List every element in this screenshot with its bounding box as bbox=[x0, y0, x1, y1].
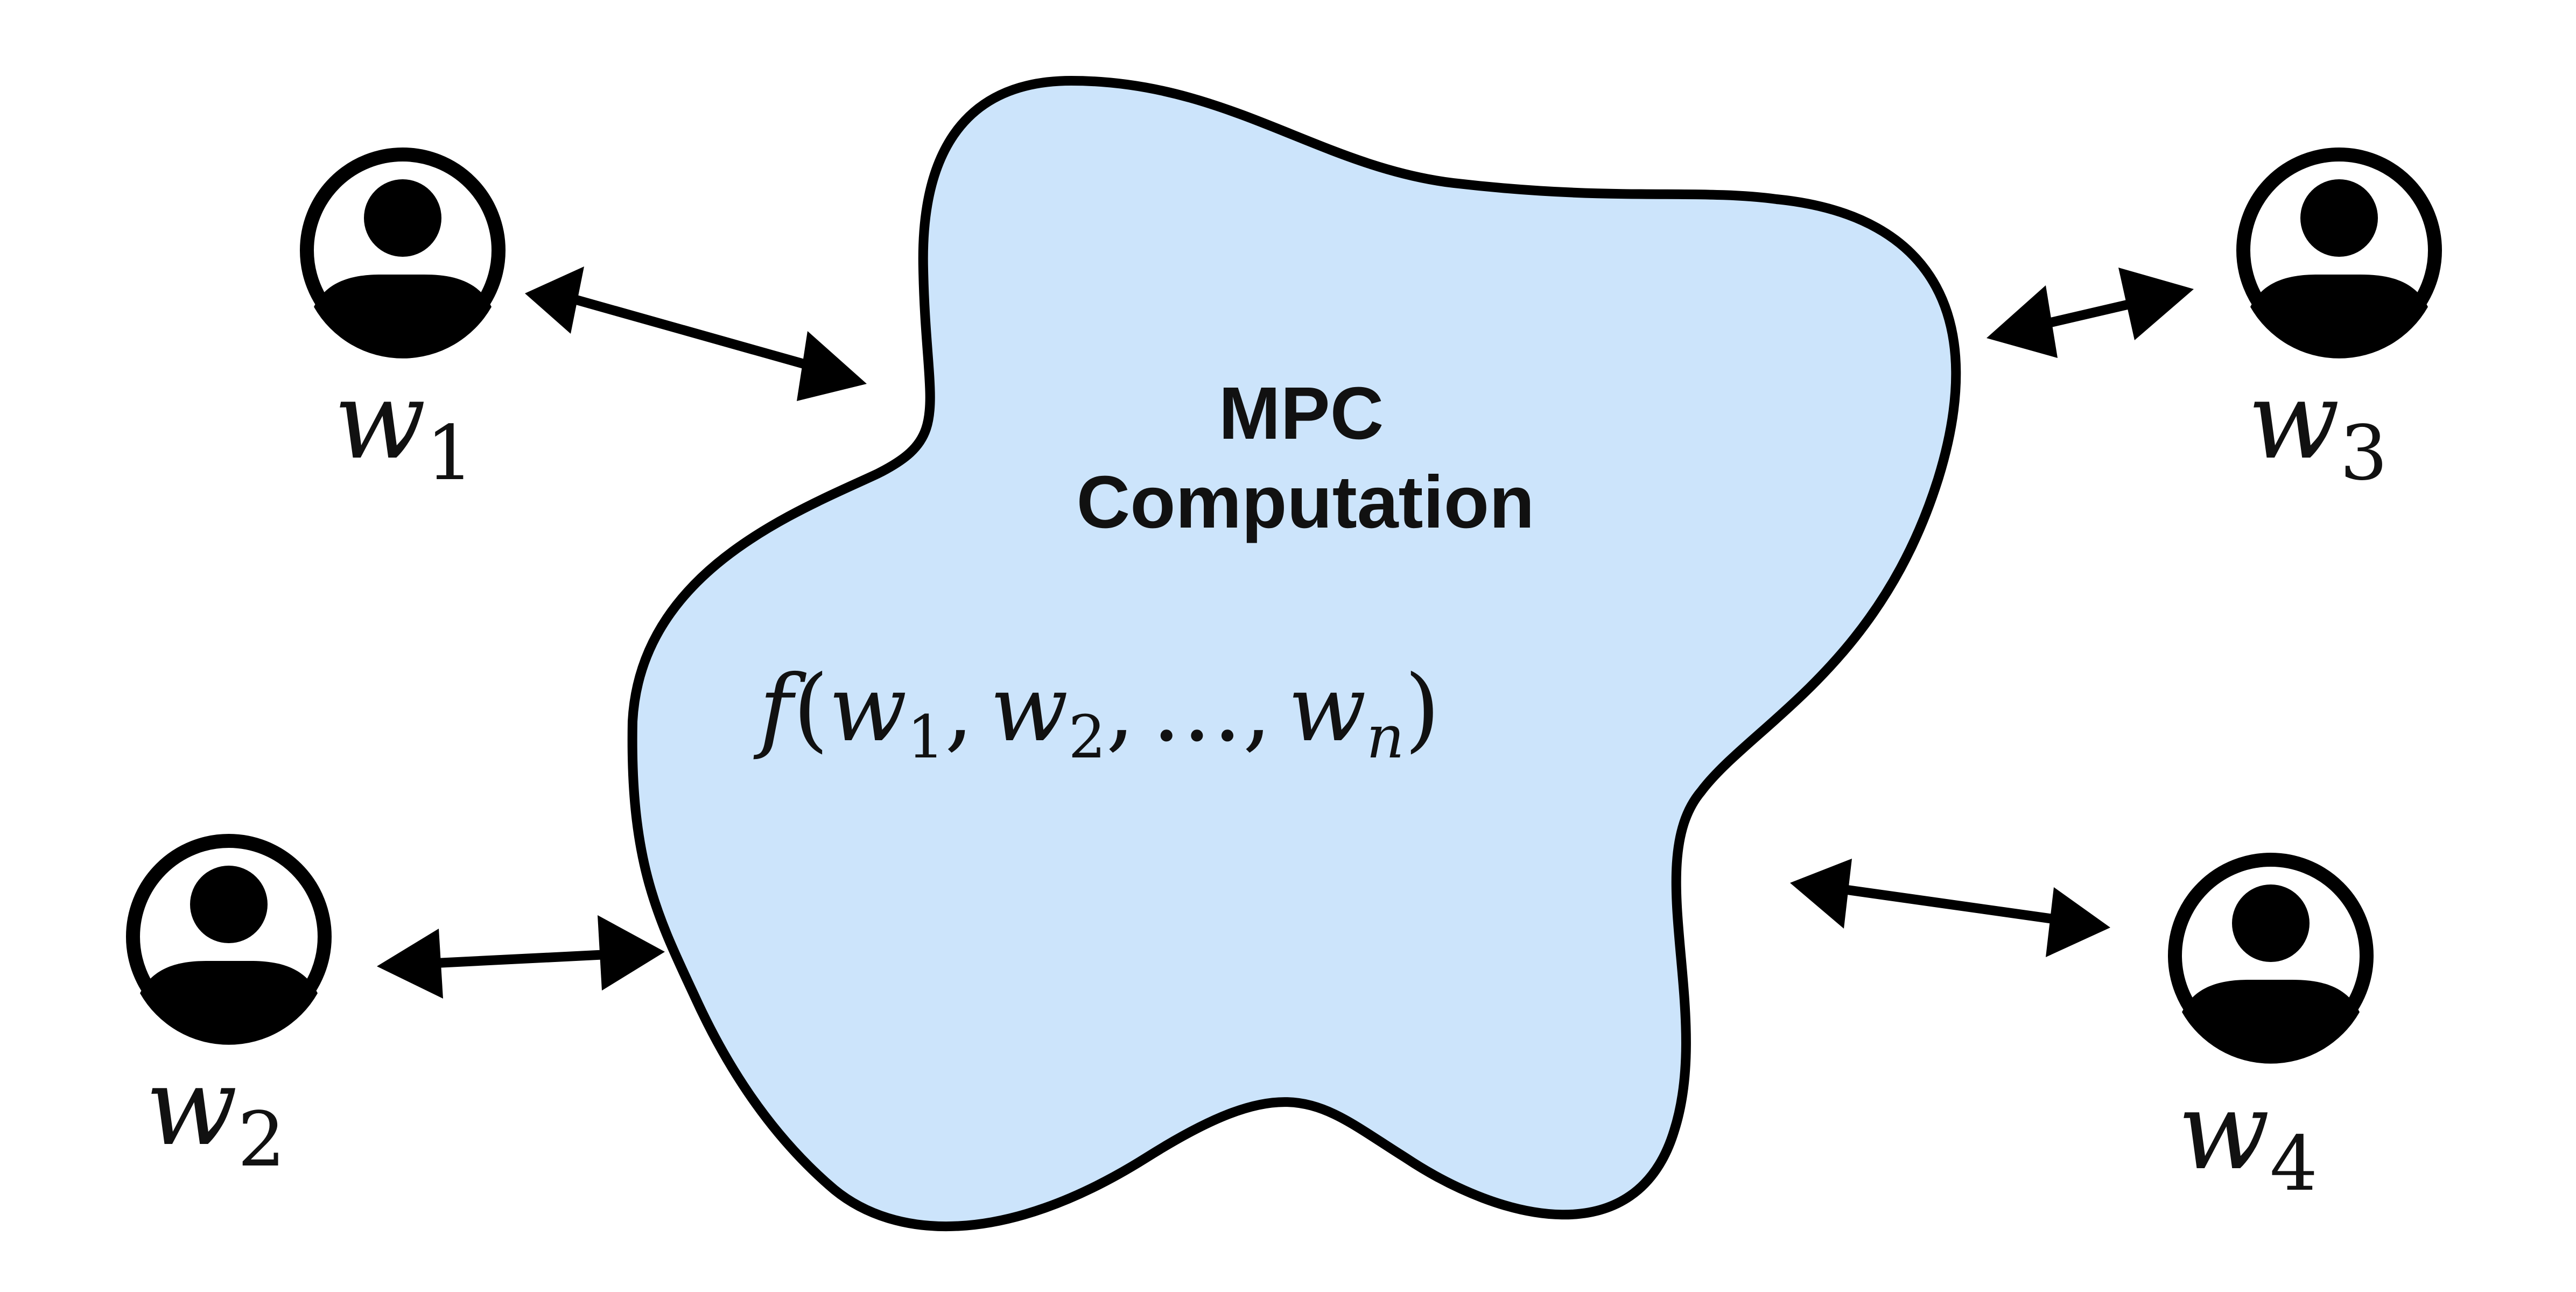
party-w3: w3 bbox=[2243, 155, 2435, 497]
function-comma-3: , bbox=[1243, 656, 1272, 762]
mpc-title-line1: MPC bbox=[1219, 372, 1384, 455]
user-icon bbox=[2175, 860, 2367, 1064]
party-w1-symbol: w bbox=[334, 358, 426, 483]
party-w2: w2 bbox=[133, 841, 325, 1184]
party-w4-index: 4 bbox=[2270, 1120, 2318, 1208]
arrow-w3 bbox=[1987, 268, 2194, 358]
function-comma-2: , bbox=[1106, 656, 1135, 762]
mpc-cloud-blob bbox=[627, 76, 1961, 1232]
function-arg-w1: w bbox=[829, 656, 907, 762]
function-dots: … bbox=[1151, 656, 1243, 762]
party-w4-label: w4 bbox=[2178, 1069, 2318, 1208]
party-w1: w1 bbox=[307, 155, 499, 497]
arrow-w1 bbox=[525, 266, 867, 401]
arrow-w2-head-cloud bbox=[598, 915, 665, 991]
arrow-w3-head-cloud bbox=[1987, 285, 2058, 358]
arrow-w4 bbox=[1790, 859, 2110, 957]
function-arg-w1-index: 1 bbox=[907, 703, 945, 771]
mpc-title-line2: Computation bbox=[1077, 461, 1535, 544]
party-w2-symbol: w bbox=[145, 1044, 237, 1170]
function-close-paren: ) bbox=[1405, 656, 1440, 762]
arrow-w4-head-party bbox=[2046, 887, 2110, 957]
function-arg-w2: w bbox=[990, 656, 1069, 762]
arrow-w3-head-party bbox=[2118, 268, 2194, 340]
party-w1-index: 1 bbox=[426, 410, 474, 497]
arrow-w1-head-cloud bbox=[797, 331, 867, 401]
arrow-w2 bbox=[377, 915, 665, 999]
user-icon bbox=[307, 155, 499, 359]
arrow-w1-head-party bbox=[525, 266, 584, 334]
arrow-w2-head-party bbox=[377, 929, 443, 999]
function-arg-w2-index: 2 bbox=[1068, 703, 1106, 771]
party-w4-symbol: w bbox=[2178, 1069, 2270, 1194]
function-open-paren: ( bbox=[793, 656, 829, 762]
party-w1-label: w1 bbox=[334, 358, 474, 497]
party-w3-symbol: w bbox=[2248, 358, 2340, 483]
user-icon bbox=[133, 841, 325, 1045]
party-w3-index: 3 bbox=[2340, 410, 2388, 497]
function-arg-wn: w bbox=[1288, 656, 1366, 762]
arrow-w4-head-cloud bbox=[1790, 859, 1852, 929]
function-comma-1: , bbox=[945, 656, 974, 762]
function-arg-wn-index: n bbox=[1366, 703, 1405, 771]
party-w2-label: w2 bbox=[145, 1044, 285, 1184]
user-icon bbox=[2243, 155, 2435, 359]
party-w4: w4 bbox=[2175, 860, 2367, 1208]
party-w3-label: w3 bbox=[2248, 358, 2388, 497]
party-w2-index: 2 bbox=[237, 1096, 285, 1184]
mpc-function-label: f(w1, w2,…, wn) bbox=[753, 656, 1440, 771]
